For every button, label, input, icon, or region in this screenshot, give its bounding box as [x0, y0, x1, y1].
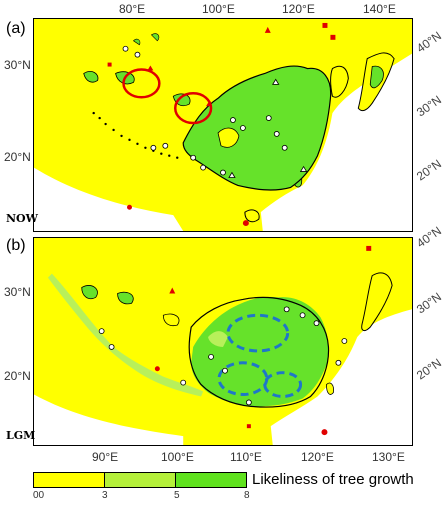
period-label: LGM	[6, 429, 36, 442]
lon-label: 90°E	[92, 450, 119, 464]
panel-now: 80°E 100°E 120°E 140°E	[0, 0, 444, 235]
lon-label: 80°E	[119, 2, 146, 16]
panel-label: (a)	[6, 20, 26, 37]
legend-title: Likeliness of tree growth	[252, 471, 414, 488]
lat-label: 20°N	[4, 150, 31, 164]
lon-label: 120°E	[301, 450, 334, 464]
legend-seg-high	[175, 473, 246, 487]
legend-tick: 00	[33, 490, 45, 501]
legend-seg-mid	[103, 473, 176, 487]
legend-colorbar	[33, 472, 247, 488]
lat-label: 30°N	[4, 58, 31, 72]
lon-label: 100°E	[161, 450, 194, 464]
legend-tick: 5	[174, 490, 180, 501]
lat-label: 40°N	[414, 28, 444, 56]
panel-label: (b)	[6, 237, 26, 254]
lon-label: 130°E	[372, 450, 405, 464]
lat-label: 20°N	[414, 355, 444, 383]
legend-tick: 3	[102, 490, 108, 501]
lat-label: 20°N	[4, 369, 31, 383]
lat-label: 30°N	[414, 289, 444, 317]
legend-seg-low	[34, 473, 104, 487]
lon-label: 100°E	[202, 2, 235, 16]
map-now	[33, 18, 413, 232]
lat-label: 30°N	[4, 285, 31, 299]
panel-lgm: (b) 30°N 20°N LGM 40°N 30°N 20°N 90°E 10…	[0, 224, 444, 470]
lon-label: 140°E	[363, 2, 396, 16]
lon-label: 110°E	[230, 450, 262, 464]
lat-label: 20°N	[414, 156, 444, 184]
legend-tick: 8	[244, 490, 250, 501]
lon-label: 120°E	[282, 2, 315, 16]
map-lgm	[33, 237, 413, 446]
period-label: NOW	[6, 212, 38, 225]
lat-label: 30°N	[414, 92, 444, 120]
